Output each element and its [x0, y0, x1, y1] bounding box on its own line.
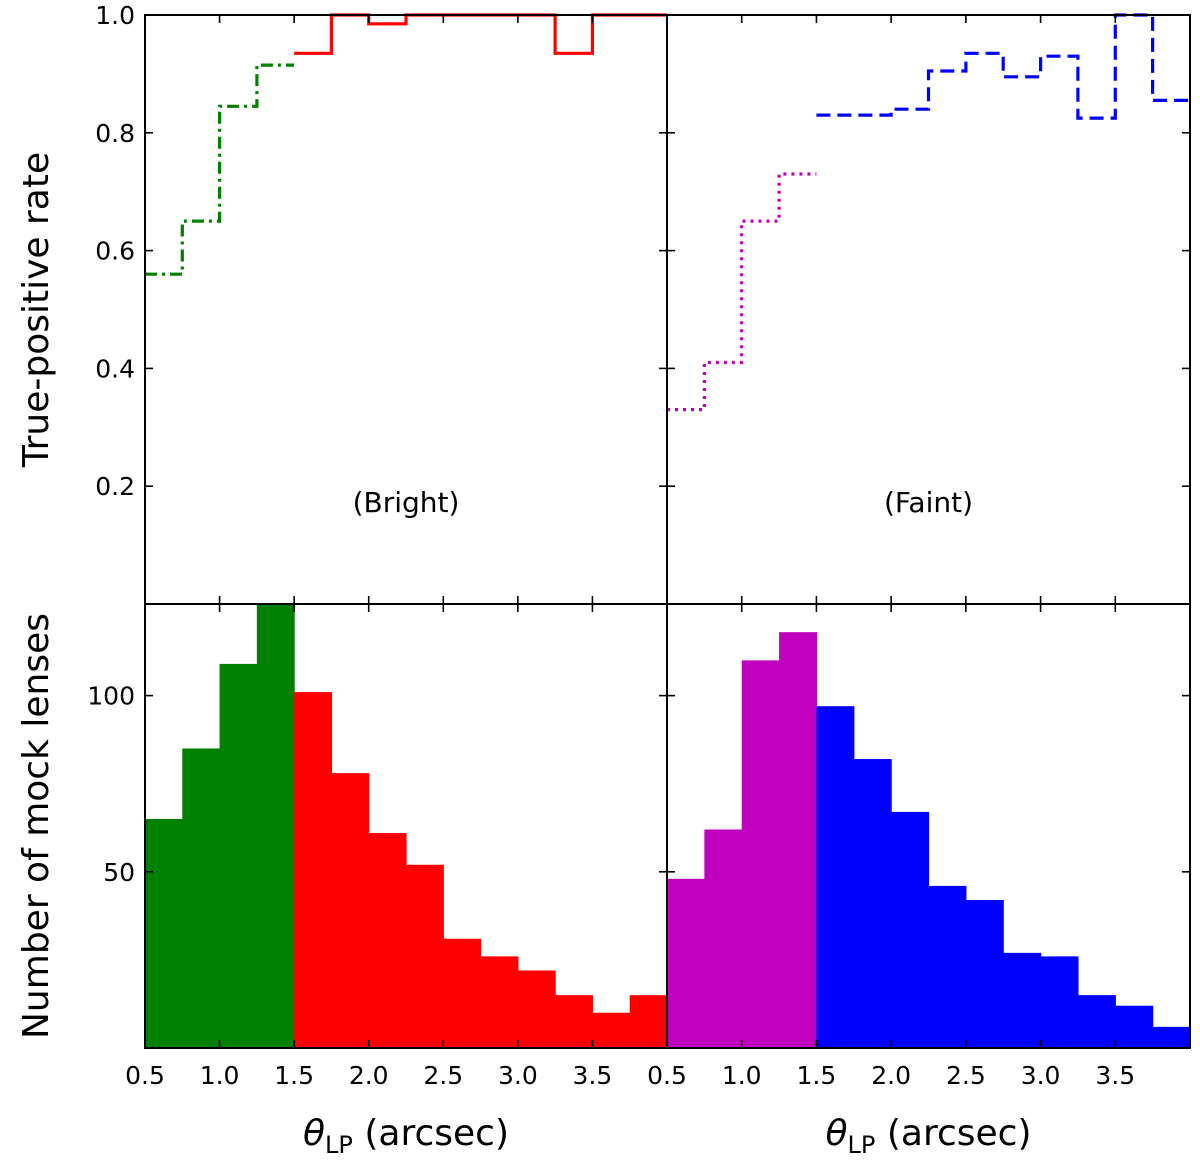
bottom-left-xlabel: θLP (arcsec)	[303, 1113, 509, 1159]
top-right-series-0-line	[667, 172, 817, 412]
bottom-right-bar-11	[1077, 995, 1116, 1048]
bottom-right-bar-2	[741, 660, 780, 1048]
bottom-right-xlabel: θLP (arcsec)	[826, 1113, 1032, 1159]
top-right-series-1-line	[816, 13, 1190, 120]
top-right-annotation: (Faint)	[884, 486, 973, 519]
top-left-ytick-label-3: 0.8	[95, 119, 135, 148]
bottom-right-bar-4	[816, 706, 855, 1048]
bottom-right-xtick-label-2: 2.0	[871, 1061, 911, 1090]
bottom-right-bar-5	[853, 759, 892, 1048]
bottom-left-bar-7	[406, 864, 444, 1048]
bottom-left-bar-12	[592, 1012, 631, 1048]
bottom-left-xtick-label-1: 1.0	[200, 1061, 240, 1090]
bottom-right-frame	[666, 603, 1191, 1049]
bottom-left-xtick-label-4: 2.5	[423, 1061, 463, 1090]
top-left-ytick-label-0: 0.2	[95, 472, 135, 501]
top-left-annotation: (Bright)	[353, 486, 460, 519]
bottom-left-xtick-label-7: 0.5	[647, 1061, 687, 1090]
top-left-ylabel: True-positive rate	[16, 152, 57, 468]
bottom-right-bar-3	[779, 632, 818, 1048]
bottom-left-bar-13	[629, 995, 668, 1048]
bottom-left-xtick-label-0: 0.5	[125, 1061, 165, 1090]
xlabel-subscript: LP	[325, 1131, 353, 1159]
top-left-series-1-line	[294, 13, 667, 55]
xlabel-symbol: θ	[303, 1113, 325, 1154]
bottom-right-xtick-label-4: 3.0	[1021, 1061, 1061, 1090]
bottom-left-bar-10	[517, 970, 556, 1048]
xlabel-unit: (arcsec)	[875, 1113, 1031, 1154]
bottom-left-bar-1	[182, 748, 221, 1048]
bottom-left-bar-8	[443, 938, 482, 1048]
bottom-left-xtick-label-2: 1.5	[274, 1061, 314, 1090]
bottom-left-bar-4	[294, 692, 333, 1048]
bottom-right-bar-9	[1003, 952, 1042, 1048]
bottom-left-bar-11	[555, 995, 594, 1048]
bottom-right-bar-10	[1040, 956, 1079, 1048]
xlabel-subscript: LP	[848, 1131, 876, 1159]
bottom-right-bar-0	[667, 878, 705, 1048]
bottom-right-xtick-label-1: 1.5	[797, 1061, 837, 1090]
bottom-left-xtick-label-5: 3.0	[498, 1061, 538, 1090]
bottom-left-xtick-label-6: 3.5	[573, 1061, 613, 1090]
xlabel-unit: (arcsec)	[353, 1113, 509, 1154]
bottom-right-xtick-label-3: 2.5	[946, 1061, 986, 1090]
bottom-left-bar-2	[219, 663, 258, 1048]
bottom-left-ytick-label-0: 50	[103, 858, 135, 887]
bottom-right-bar-8	[965, 900, 1004, 1048]
top-left-ytick-label-4: 1.0	[95, 1, 135, 30]
bottom-left-bar-6	[368, 833, 407, 1048]
top-left-series-0-line	[145, 63, 295, 276]
top-left-ytick-label-1: 0.4	[95, 354, 135, 383]
bottom-right-bar-13	[1152, 1026, 1191, 1048]
top-left-ytick-label-2: 0.6	[95, 237, 135, 266]
bottom-right-bar-7	[928, 885, 967, 1048]
bottom-right-xtick-label-5: 3.5	[1095, 1061, 1135, 1090]
bottom-left-bar-3	[256, 604, 295, 1048]
bottom-left-xtick-label-3: 2.0	[349, 1061, 389, 1090]
bottom-left-bar-0	[145, 818, 183, 1048]
bottom-right-bar-12	[1115, 1005, 1154, 1048]
xlabel-symbol: θ	[826, 1113, 848, 1154]
bottom-left-bar-9	[480, 956, 519, 1048]
bottom-left-ytick-label-1: 100	[87, 682, 135, 711]
bottom-right-bar-1	[704, 829, 743, 1048]
bottom-right-bar-6	[891, 811, 930, 1048]
bottom-right-xtick-label-0: 1.0	[722, 1061, 762, 1090]
bottom-left-ylabel: Number of mock lenses	[16, 613, 57, 1039]
bottom-left-bar-5	[331, 773, 370, 1048]
